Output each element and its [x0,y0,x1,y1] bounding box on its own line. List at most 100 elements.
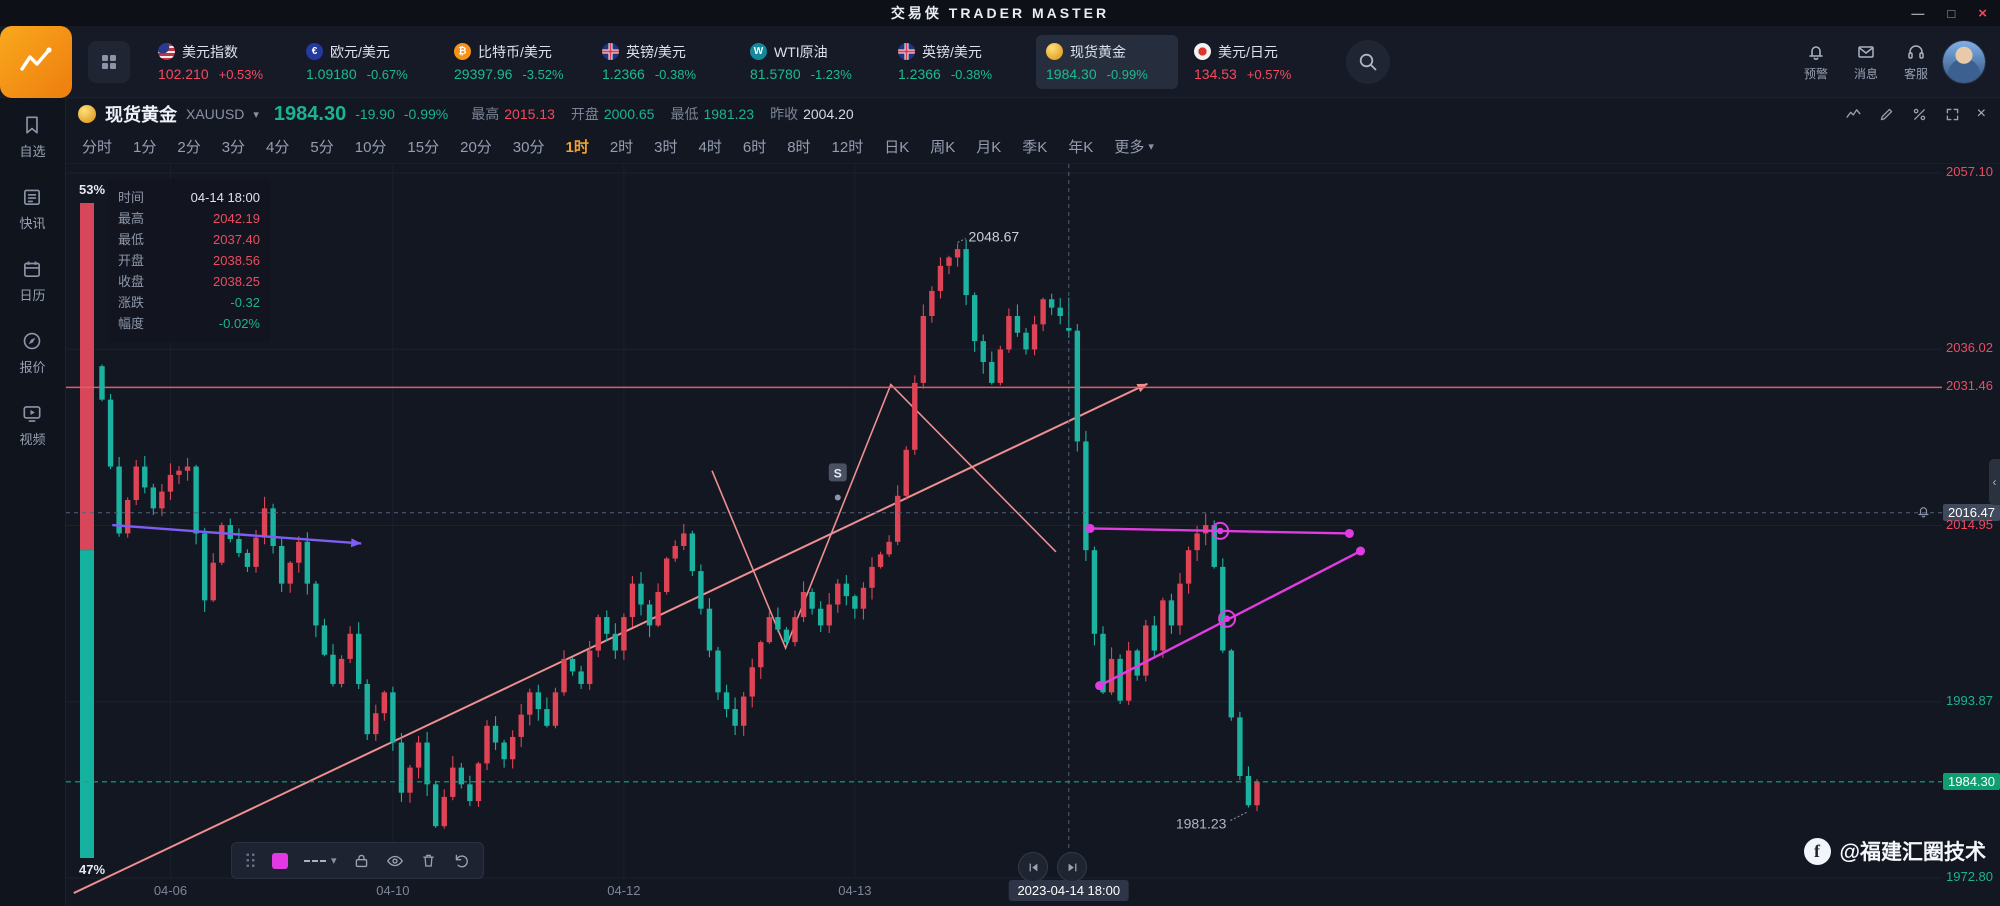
ohlc-row: 时间 04-14 18:00 [118,187,260,208]
ohlc-label: 开盘 [118,253,145,268]
maximize-button[interactable]: □ [1947,5,1959,21]
timeframe-2分[interactable]: 2分 [177,139,201,156]
toolbar-drag-handle-icon[interactable] [245,852,256,869]
message-icon [1856,42,1876,62]
lock-icon[interactable] [353,852,370,869]
svg-text:53%: 53% [79,182,105,197]
watermark-text: @福建汇圈技术 [1839,841,1986,864]
price-label-2016.47: 2016.47 [1943,503,2000,521]
chart-canvas[interactable]: 53% 47% 2048.67 1981.23 S [66,164,2000,906]
collapse-panel-handle[interactable]: ‹ [1989,459,2000,505]
date-tick-04-06: 04-06 [153,883,188,898]
ticker-change: -1.23% [810,66,852,82]
timeframe-日K[interactable]: 日K [884,139,910,156]
playback-controls [1018,852,1087,882]
timeframe-4时[interactable]: 4时 [698,139,722,156]
close-chart-icon[interactable]: × [1976,105,1986,122]
header-price-change: -19.90 [355,106,395,122]
timeframe-bar: 分时 1分 2分 3分 4分 5分 10分 15分 20分 30分 1时 2时 3时 4时 6时 8时 12时 日… [66,130,2000,164]
trash-icon[interactable] [420,852,437,869]
news-icon [21,186,43,208]
ticker-value: 81.5780 [750,65,801,82]
jpy-flag-icon [1194,43,1211,60]
undo-icon[interactable] [453,852,470,869]
ticker-us-0[interactable]: 美元指数 102.210 +0.53% [148,35,290,89]
timeframe-1分[interactable]: 1分 [133,139,157,156]
line-style-selector[interactable]: ▾ [304,854,337,867]
ticker-wti-4[interactable]: W WTI原油 81.5780 -1.23% [740,35,882,89]
svg-text:1981.23: 1981.23 [1176,816,1227,832]
sidebar-item-video[interactable]: 视频 [19,402,46,448]
timeframe-12时[interactable]: 12时 [831,139,864,156]
chart-header-tools: × [1845,105,1986,123]
price-axis[interactable]: 2057.10 2036.02 2031.46 2016.47 2014.95 1993.… [1942,164,2000,884]
user-avatar[interactable] [1942,39,1986,84]
eye-icon[interactable] [386,852,404,870]
timeframe-分时[interactable]: 分时 [82,139,113,156]
close-button[interactable]: × [1978,4,1990,22]
quotes-icon [21,330,43,352]
ticker-eu-1[interactable]: € 欧元/美元 1.09180 -0.67% [296,35,438,89]
timeframe-2时[interactable]: 2时 [609,139,634,156]
apps-grid-icon[interactable] [88,40,130,83]
ohlc-label: 最低 [118,232,145,247]
chart-style-icon[interactable] [1845,106,1862,123]
nav-item-service[interactable]: 客服 [1904,42,1928,82]
timeframe-more[interactable]: 更多 ▾ [1114,136,1154,157]
fullscreen-icon[interactable] [1944,106,1961,123]
sidebar-item-watchlist[interactable]: 自选 [19,114,46,160]
timeframe-30分[interactable]: 30分 [512,139,545,156]
timeframe-4分[interactable]: 4分 [266,139,290,156]
nav-item-label: 客服 [1903,66,1928,81]
price-alert-bell-icon[interactable] [1916,504,1931,524]
timeframe-10分[interactable]: 10分 [354,139,387,156]
more-caret-icon: ▾ [1148,141,1154,153]
nav-item-alert[interactable]: 预警 [1804,42,1828,82]
search-icon[interactable] [1346,39,1390,84]
timeframe-5分[interactable]: 5分 [310,139,334,156]
ticker-change: +0.53% [218,66,264,82]
timeframe-8时[interactable]: 8时 [787,139,811,156]
draw-icon[interactable] [1878,106,1895,123]
date-tick-04-13: 04-13 [838,883,872,898]
more-label: 更多 [1114,139,1145,156]
sidebar-item-quotes[interactable]: 报价 [19,330,46,376]
ticker-list: 美元指数 102.210 +0.53% € 欧元/美元 1.09180 -0.67% ₿ 比特币… [148,34,1326,89]
nav-item-label: 消息 [1853,66,1878,81]
timeframe-年K[interactable]: 年K [1068,139,1094,156]
ohlc-row: 涨跌 -0.32 [118,292,260,313]
ticker-btc-2[interactable]: ₿ 比特币/美元 29397.96 -3.52% [444,35,586,89]
symbol-dropdown-caret[interactable]: ▾ [253,108,259,121]
skip-to-start-icon[interactable] [1018,852,1048,882]
ohlc-value: -0.32 [230,295,260,310]
sidebar-item-calendar[interactable]: 日历 [19,258,46,304]
price-label-2057.10: 2057.10 [1946,164,1993,179]
ticker-value: 29397.96 [454,65,513,82]
timeframe-周K[interactable]: 周K [930,139,956,156]
symbol-name[interactable]: 现货黄金 [105,105,177,125]
timeframe-15分[interactable]: 15分 [407,139,440,156]
nav-item-message[interactable]: 消息 [1854,42,1878,82]
timeframe-6时[interactable]: 6时 [742,139,767,156]
timeframe-3分[interactable]: 3分 [221,139,246,156]
skip-to-end-icon[interactable] [1057,852,1087,882]
sidebar-item-news[interactable]: 快讯 [19,186,46,232]
price-label-2031.46: 2031.46 [1946,378,1993,394]
ticker-gold-6[interactable]: 现货黄金 1984.30 -0.99% [1036,34,1178,89]
timeframe-20分[interactable]: 20分 [460,139,492,156]
app-logo[interactable] [0,25,72,98]
date-axis[interactable]: 04-06 04-10 04-12 04-13 2023-04-14 18:00 [66,878,2000,906]
ticker-jpy-7[interactable]: 美元/日元 134.53 +0.57% [1184,35,1326,89]
timeframe-季K[interactable]: 季K [1022,139,1048,156]
minimize-button[interactable]: — [1911,5,1928,21]
nav-item-label: 预警 [1803,66,1828,81]
ohlc-row: 最高 2042.19 [118,208,260,229]
indicator-icon[interactable] [1911,106,1928,123]
ohlc-row: 开盘 2038.56 [118,250,260,271]
color-swatch[interactable] [272,852,288,869]
ticker-gb-3[interactable]: 英镑/美元 1.2366 -0.38% [592,35,734,89]
timeframe-1时[interactable]: 1时 [565,139,589,156]
timeframe-3时[interactable]: 3时 [654,139,678,156]
ticker-gb-5[interactable]: 英镑/美元 1.2366 -0.38% [888,35,1030,89]
timeframe-月K[interactable]: 月K [976,139,1002,156]
